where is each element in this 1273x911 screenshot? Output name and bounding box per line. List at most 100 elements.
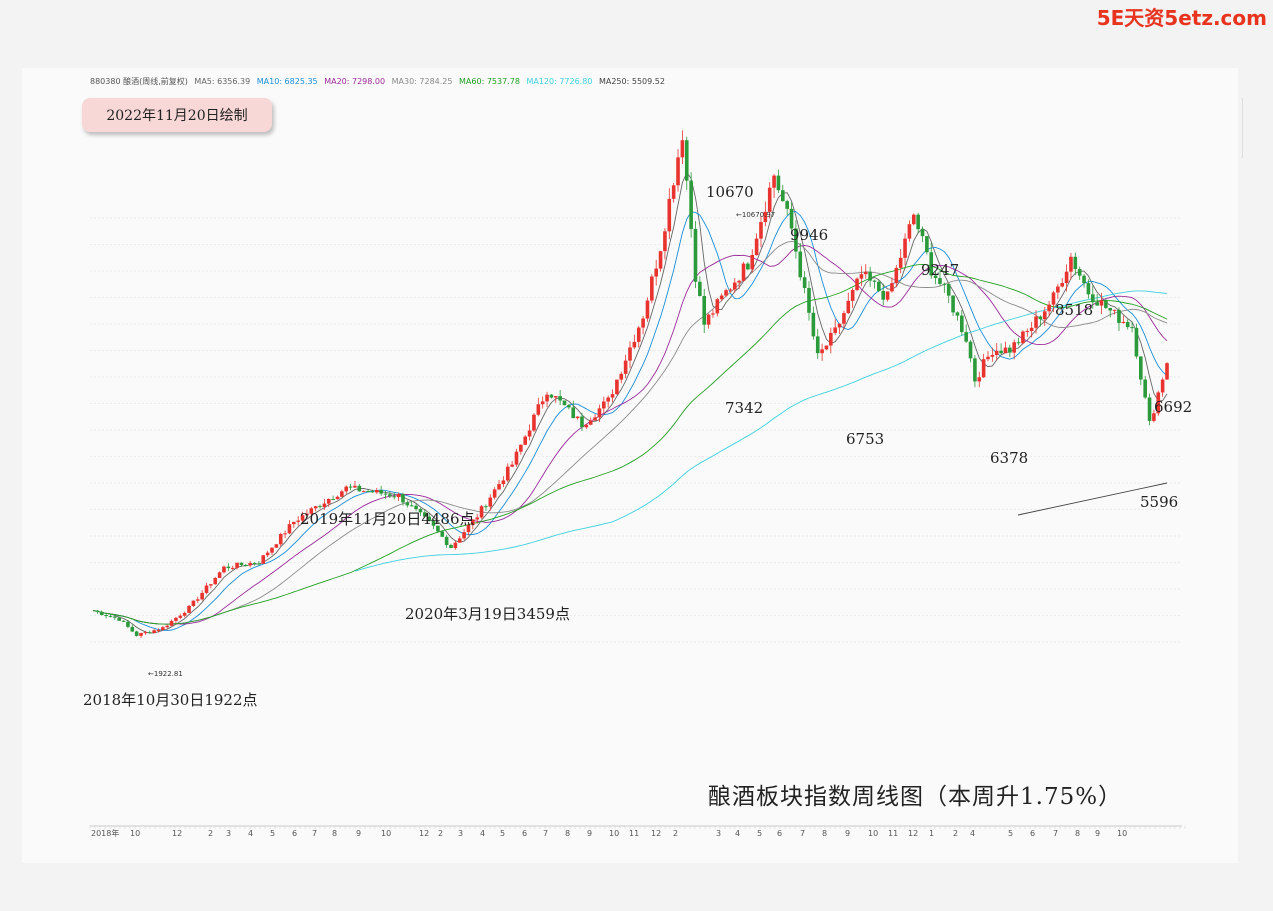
x-tick-label: 7 xyxy=(543,829,548,838)
candle-body xyxy=(903,238,907,258)
candle-body xyxy=(379,489,383,494)
candle-body xyxy=(440,531,445,537)
key-point-label: 6692 xyxy=(1154,398,1192,416)
candle-body xyxy=(418,509,423,513)
candle-body xyxy=(911,214,916,225)
candle-body xyxy=(1108,307,1113,311)
candle-body xyxy=(610,394,615,398)
legend-item-ma120: MA120: 7726.80 xyxy=(526,77,593,86)
x-tick-label: 9 xyxy=(587,829,592,838)
x-tick-label: 2 xyxy=(953,829,958,838)
candle-body xyxy=(641,318,645,328)
candle-body xyxy=(357,485,362,492)
candle-body xyxy=(811,312,816,337)
candle-body xyxy=(1034,316,1038,328)
candle-body xyxy=(134,631,139,636)
candle-body xyxy=(536,404,541,415)
x-tick-label: 10 xyxy=(1117,829,1127,838)
candle-body xyxy=(724,290,728,296)
candle-body xyxy=(117,617,121,621)
candle-body xyxy=(890,283,894,292)
candle-body xyxy=(789,208,794,229)
legend-item-ma30: MA30: 7284.25 xyxy=(391,77,453,86)
candle-body xyxy=(1060,283,1065,287)
candle-body xyxy=(676,157,680,186)
candle-body xyxy=(1156,392,1161,414)
candle-body xyxy=(671,185,676,199)
candle-body xyxy=(305,513,309,516)
candle-body xyxy=(815,336,820,354)
candle-body xyxy=(300,515,305,521)
candle-body xyxy=(925,236,929,253)
candle-body xyxy=(540,401,545,405)
x-tick-label: 11 xyxy=(629,829,639,838)
candle-body xyxy=(776,175,781,191)
candle-body xyxy=(549,394,554,398)
min-price-label: ←1922.81 xyxy=(148,670,183,678)
key-point-label: 9946 xyxy=(790,226,828,244)
candle-body xyxy=(532,414,536,431)
x-tick-label: 5 xyxy=(500,829,505,838)
candle-body xyxy=(938,278,942,284)
candle-body xyxy=(370,491,375,493)
candle-body xyxy=(344,486,349,492)
candle-body xyxy=(1117,309,1121,323)
x-tick-label: 12 xyxy=(419,829,429,838)
candle-body xyxy=(837,323,842,328)
candle-body xyxy=(829,332,833,346)
x-tick-label: 9 xyxy=(845,829,850,838)
x-tick-label: 8 xyxy=(332,829,337,838)
candle-body xyxy=(444,536,449,545)
candle-body xyxy=(728,289,733,291)
candle-body xyxy=(1152,413,1156,421)
candle-body xyxy=(977,377,982,382)
candle-body xyxy=(754,238,759,255)
key-point-label: 6378 xyxy=(990,449,1028,467)
candle-body xyxy=(942,283,947,285)
candle-body xyxy=(396,493,401,498)
candle-body xyxy=(108,615,113,617)
candle-body xyxy=(191,600,196,606)
candle-body xyxy=(1056,286,1060,293)
candle-body xyxy=(584,424,589,428)
candle-body xyxy=(737,280,741,283)
candle-body xyxy=(1016,342,1021,344)
candle-body xyxy=(471,519,475,526)
candle-body xyxy=(501,480,506,485)
candle-body xyxy=(161,627,165,630)
candle-body xyxy=(1095,302,1099,306)
candle-body xyxy=(497,484,501,490)
candle-body xyxy=(388,494,392,497)
candle-body xyxy=(1047,304,1051,312)
candle-body xyxy=(453,542,458,549)
candle-body xyxy=(824,345,829,350)
candle-body xyxy=(575,416,580,419)
candle-body xyxy=(785,201,789,209)
candle-body xyxy=(1147,397,1152,421)
candle-body xyxy=(763,211,768,223)
candles xyxy=(95,130,1169,638)
candle-body xyxy=(244,564,248,566)
candle-body xyxy=(209,584,213,586)
candle-body xyxy=(981,359,986,378)
legend-item-ma5: MA5: 6356.39 xyxy=(194,77,251,86)
candle-body xyxy=(951,295,955,313)
x-tick-label: 9 xyxy=(356,829,361,838)
candle-body xyxy=(1165,363,1169,380)
candle-body xyxy=(1042,311,1047,320)
key-point-label: 6753 xyxy=(846,430,884,448)
x-tick-label: 6 xyxy=(292,829,297,838)
x-tick-label: 5 xyxy=(1008,829,1013,838)
candle-body xyxy=(431,521,436,526)
candle-body xyxy=(877,281,881,291)
key-point-label: 9247 xyxy=(921,261,959,279)
candle-body xyxy=(750,254,755,270)
candle-body xyxy=(414,505,418,510)
x-tick-label: 3 xyxy=(226,829,231,838)
annotation-label: 2020年3月19日3459点 xyxy=(405,605,570,623)
candle-body xyxy=(182,612,187,616)
candle-body xyxy=(519,444,523,452)
candle-body xyxy=(309,508,314,514)
candle-body xyxy=(287,524,292,534)
x-tick-label: 12 xyxy=(172,829,182,838)
